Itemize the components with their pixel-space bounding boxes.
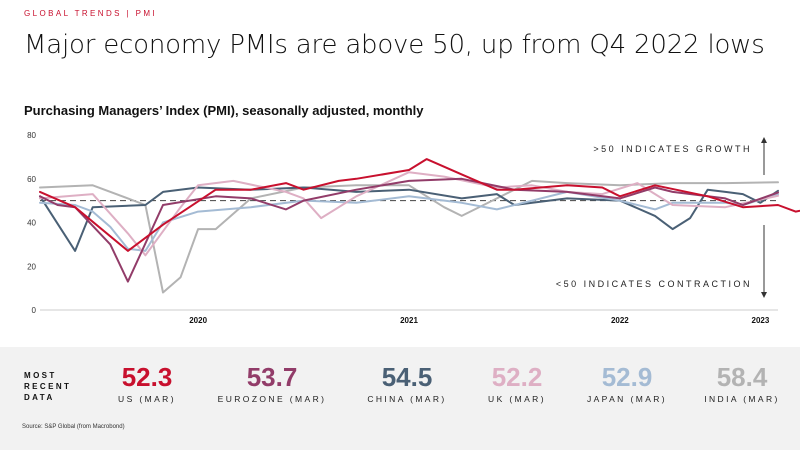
contraction-annotation: <50 INDICATES CONTRACTION — [556, 279, 752, 289]
pmi-line-chart: 0 20 40 60 80 2020 2021 2022 2023 >50 INDICATES… — [27, 131, 800, 325]
stat-value-uk: 52.2 — [491, 362, 543, 392]
series-line-india — [39, 179, 779, 294]
eyebrow-label: GLOBAL TRENDS | PMI — [24, 9, 158, 18]
stat-uk: 52.2 UK (MAR) — [462, 362, 572, 404]
x-tick-label: 2023 — [752, 316, 770, 325]
stat-value-china: 54.5 — [381, 362, 433, 392]
stat-china: 54.5 CHINA (MAR) — [352, 362, 462, 404]
series-lines — [39, 158, 800, 294]
series-line-uk — [39, 171, 779, 257]
y-tick-label: 80 — [27, 131, 36, 140]
stat-label-uk: UK (MAR) — [488, 394, 546, 404]
growth-annotation: >50 INDICATES GROWTH — [593, 144, 752, 154]
stat-japan: 52.9 JAPAN (MAR) — [572, 362, 682, 404]
y-tick-label: 0 — [32, 306, 37, 315]
y-axis: 0 20 40 60 80 — [27, 131, 36, 315]
stat-value-us: 52.3 — [121, 362, 173, 392]
stat-eurozone: 53.7 EUROZONE (MAR) — [217, 362, 327, 404]
stat-label-china: CHINA (MAR) — [367, 394, 447, 404]
stat-label-us: US (MAR) — [118, 394, 176, 404]
y-tick-label: 40 — [27, 219, 36, 228]
x-tick-label: 2022 — [611, 316, 629, 325]
x-tick-label: 2021 — [400, 316, 418, 325]
stat-value-eurozone: 53.7 — [246, 362, 298, 392]
source-note: Source: S&P Global (from Macrobond) — [22, 424, 125, 430]
heading-line: MOST — [24, 371, 57, 380]
heading-line: DATA — [24, 393, 55, 402]
most-recent-data-heading: MOST RECENT DATA — [24, 370, 71, 403]
y-tick-label: 60 — [27, 175, 36, 184]
series-line-china — [39, 186, 779, 252]
stat-us: 52.3 US (MAR) — [92, 362, 202, 404]
heading-line: RECENT — [24, 382, 72, 391]
series-line-us — [39, 158, 800, 252]
series-line-japan — [39, 190, 779, 252]
x-tick-label: 2020 — [189, 316, 207, 325]
stat-value-india: 58.4 — [716, 362, 768, 392]
y-tick-label: 20 — [27, 262, 36, 271]
page-title: Major economy PMIs are above 50, up from… — [24, 30, 765, 60]
stat-label-japan: JAPAN (MAR) — [586, 394, 668, 404]
stat-label-eurozone: EUROZONE (MAR) — [217, 394, 327, 404]
x-axis: 2020 2021 2022 2023 — [189, 316, 770, 325]
stat-value-japan: 52.9 — [601, 362, 653, 392]
chart-subtitle: Purchasing Managers’ Index (PMI), season… — [24, 103, 424, 118]
stat-india: 58.4 INDIA (MAR) — [687, 362, 797, 404]
summary-panel — [0, 347, 800, 450]
series-line-eurozone — [39, 177, 779, 283]
stat-label-india: INDIA (MAR) — [704, 394, 780, 404]
